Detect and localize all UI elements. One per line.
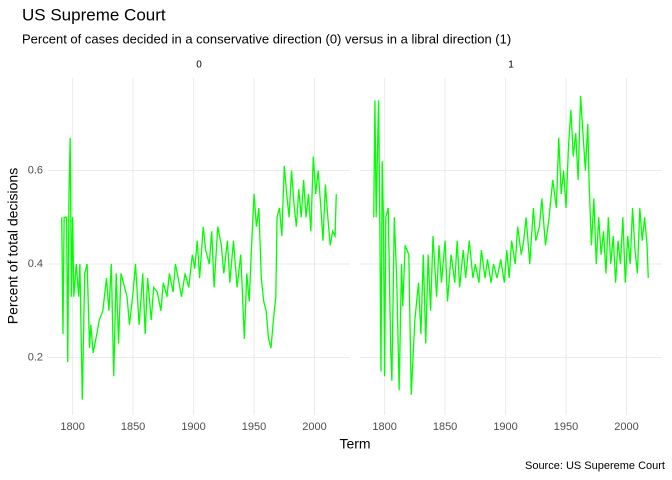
y-tick-label: 0.2 [28, 351, 43, 363]
facet-label: 0 [196, 60, 202, 71]
y-tick-label: 0.6 [28, 164, 43, 176]
x-tick-label: 1900 [493, 421, 517, 433]
facet-label: 1 [508, 60, 514, 71]
x-tick-label: 1800 [60, 421, 84, 433]
x-tick-label: 1950 [242, 421, 266, 433]
y-axis-label: Percent of total decisions [5, 168, 21, 324]
x-tick-label: 1950 [554, 421, 578, 433]
x-tick-label: 1900 [181, 421, 205, 433]
x-tick-label: 2000 [302, 421, 326, 433]
x-tick-label: 1850 [121, 421, 145, 433]
data-line [61, 137, 337, 400]
x-axis-label: Term [339, 436, 370, 452]
data-line [373, 95, 649, 395]
x-tick-label: 1800 [372, 421, 396, 433]
x-tick-label: 2000 [614, 421, 638, 433]
y-tick-label: 0.4 [28, 258, 43, 270]
caption: Source: US Supereme Court [525, 460, 665, 472]
x-tick-label: 1850 [433, 421, 457, 433]
chart-title: US Supreme Court [22, 5, 166, 24]
chart-subtitle: Percent of cases decided in a conservati… [22, 31, 511, 46]
